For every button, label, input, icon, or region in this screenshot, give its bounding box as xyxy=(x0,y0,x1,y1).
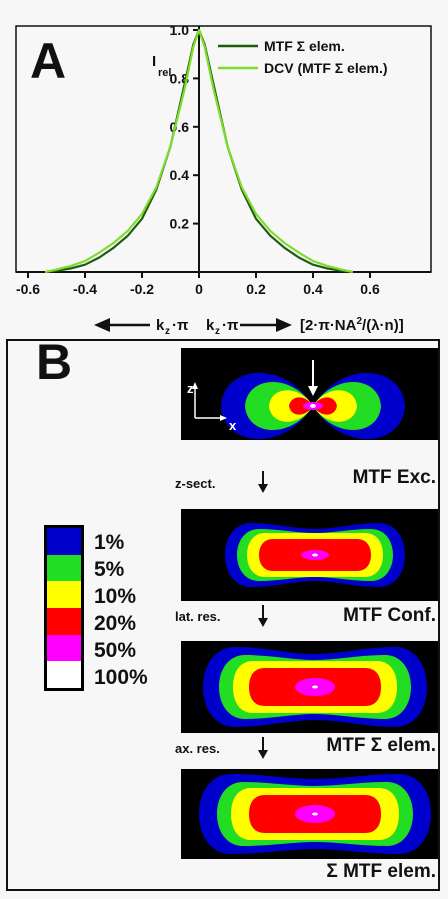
panel-a-letter: A xyxy=(30,33,66,89)
step-label-ax-res: ax. res. xyxy=(175,741,220,756)
tile-mtf-sum-elem xyxy=(181,641,438,733)
legend-percent-label: 1% xyxy=(94,531,125,554)
legend-color-0 xyxy=(47,528,81,555)
x-tick-label: -0.6 xyxy=(16,281,40,297)
legend-label-1: DCV (MTF Σ elem.) xyxy=(264,60,388,76)
x-tick-label: -0.4 xyxy=(73,281,97,297)
panel-b: B z x MTF Ex xyxy=(6,334,440,891)
x-axis-caption: k z ·π k z ·π [2·π·NA2/(λ·n)] xyxy=(94,316,404,335)
step-label-z-sect: z-sect. xyxy=(175,476,216,491)
step-arrow-3-icon xyxy=(258,737,268,759)
y-tick-label: 0.2 xyxy=(170,216,190,232)
step-label-lat-res: lat. res. xyxy=(175,609,221,624)
right-arrow-head xyxy=(276,318,292,332)
panel-a-chart: A I rel -0.6 -0.4 -0.2 0 0.2 0.4 0.60.20.40.60… xyxy=(15,22,432,335)
legend-percent-label: 20% xyxy=(94,612,137,635)
axis-indicator: z x xyxy=(187,381,237,433)
down-arrow-icon xyxy=(308,360,318,396)
caption-left-k: k xyxy=(156,317,165,334)
tile-mtf-sum-elem-image xyxy=(203,647,427,727)
axis-z-label: z xyxy=(187,381,194,396)
left-arrow-head xyxy=(94,318,110,332)
y-tick-label: 1.0 xyxy=(170,22,190,38)
tile-sum-mtf-elem xyxy=(181,769,438,859)
caption-right-suffix: ·π xyxy=(222,317,239,334)
legend-color-4 xyxy=(47,634,81,662)
caption-units: [2·π·NA2/(λ·n)] xyxy=(300,316,404,334)
tile-label-mtf-exc: MTF Exc. xyxy=(352,467,436,488)
tile-label-mtf-sum-elem: MTF Σ elem. xyxy=(326,735,436,756)
x-tick-label: -0.2 xyxy=(130,281,154,297)
series-line-1 xyxy=(44,28,354,274)
chart-legend: MTF Σ elem. DCV (MTF Σ elem.) xyxy=(218,38,388,76)
tile-mtf-conf xyxy=(181,509,438,601)
legend-color-1 xyxy=(47,554,81,582)
legend-percent-label: 50% xyxy=(94,639,137,662)
x-tick-label: 0.6 xyxy=(360,281,380,297)
legend-color-3 xyxy=(47,607,81,635)
tile-label-mtf-conf: MTF Conf. xyxy=(343,605,436,626)
axis-x-label: x xyxy=(229,418,237,433)
x-tick-label: 0 xyxy=(195,281,203,297)
tile-sum-mtf-elem-image xyxy=(199,774,431,854)
color-scale-legend xyxy=(44,525,84,691)
tile-mtf-exc: z x xyxy=(181,348,438,440)
tile-mtf-conf-image xyxy=(225,523,405,587)
caption-right-k: k xyxy=(206,317,215,334)
caption-right-sub: z xyxy=(215,326,220,335)
x-tick-label: 0.4 xyxy=(303,281,323,297)
legend-label-0: MTF Σ elem. xyxy=(264,38,345,54)
y-tick-label: 0.6 xyxy=(170,119,190,135)
y-axis-label: I xyxy=(152,53,156,70)
x-tick-label: 0.2 xyxy=(246,281,266,297)
y-tick-label: 0.4 xyxy=(170,167,190,183)
step-arrow-2-icon xyxy=(258,605,268,627)
plot-area: -0.6 -0.4 -0.2 0 0.2 0.4 0.60.20.40.60.81.0 xyxy=(15,22,432,297)
tile-label-sum-mtf-elem: Σ MTF elem. xyxy=(326,861,436,882)
legend-color-5 xyxy=(47,661,81,688)
legend-percent-label: 10% xyxy=(94,585,137,608)
caption-left-sub: z xyxy=(165,326,170,335)
legend-percent-label: 5% xyxy=(94,558,125,581)
legend-color-2 xyxy=(47,581,81,608)
y-axis-label-sub: rel xyxy=(158,67,171,79)
panel-b-letter: B xyxy=(36,334,73,390)
step-arrow-1-icon xyxy=(258,471,268,493)
caption-left-suffix: ·π xyxy=(172,317,189,334)
legend-percent-label: 100% xyxy=(94,666,148,689)
tile-mtf-exc-image: z x xyxy=(187,360,405,440)
